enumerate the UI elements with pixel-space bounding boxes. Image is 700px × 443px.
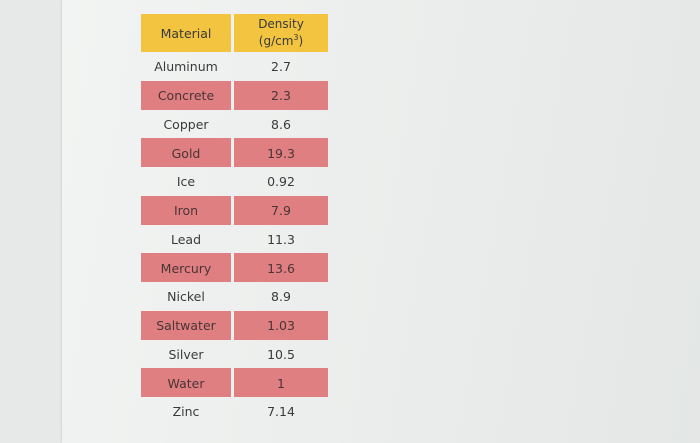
density-cell: 10.5 [267, 346, 295, 362]
material-cell: Iron [141, 195, 231, 225]
density-cell: 8.9 [271, 289, 291, 305]
table-row: Nickel 8.9 [141, 282, 328, 311]
density-unit-exponent: 3 [293, 33, 299, 42]
table-row: Iron 7.9 [141, 195, 328, 225]
density-column-header: Density (g/cm3) [234, 14, 328, 52]
density-table: Material Density (g/cm3) Aluminum 2.7 Co… [141, 14, 328, 426]
density-cell: 13.6 [234, 253, 328, 282]
table-row: Lead 11.3 [141, 225, 328, 254]
table-row: Ice 0.92 [141, 167, 328, 196]
table-row: Zinc 7.14 [141, 397, 328, 426]
material-column-header: Material [141, 14, 231, 52]
material-cell: Copper [163, 116, 209, 132]
density-cell: 2.7 [271, 59, 291, 75]
table-row: Saltwater 1.03 [141, 310, 328, 340]
table-row: Mercury 13.6 [141, 253, 328, 282]
density-cell: 1.03 [234, 310, 328, 340]
material-cell: Mercury [141, 253, 231, 282]
material-cell: Water [141, 368, 231, 397]
material-cell: Zinc [172, 404, 200, 420]
density-cell: 2.3 [234, 80, 328, 110]
material-cell: Saltwater [141, 310, 231, 340]
table-row: Copper 8.6 [141, 110, 328, 139]
table-row: Water 1 [141, 368, 328, 397]
table-header-row: Material Density (g/cm3) [141, 14, 328, 52]
table-row: Silver 10.5 [141, 340, 328, 369]
density-cell: 1 [234, 368, 328, 397]
material-cell: Concrete [141, 80, 231, 110]
table-row: Concrete 2.3 [141, 80, 328, 110]
table-body: Aluminum 2.7 Concrete 2.3 Copper 8.6 Gol… [141, 52, 328, 426]
table-row: Gold 19.3 [141, 138, 328, 167]
material-cell: Gold [141, 138, 231, 167]
density-header-unit: (g/cm3) [234, 33, 328, 50]
density-cell: 8.6 [271, 116, 291, 132]
density-cell: 11.3 [267, 231, 295, 247]
density-header-label: Density [258, 17, 304, 31]
density-cell: 19.3 [234, 138, 328, 167]
material-cell: Ice [176, 174, 196, 190]
material-cell: Lead [170, 231, 202, 247]
material-cell: Nickel [167, 289, 205, 305]
document-page: Material Density (g/cm3) Aluminum 2.7 Co… [62, 0, 700, 443]
material-cell: Aluminum [154, 59, 218, 75]
density-unit-suffix: ) [298, 34, 304, 48]
density-cell: 7.9 [234, 195, 328, 225]
density-cell: 0.92 [267, 174, 295, 190]
material-cell: Silver [168, 346, 204, 362]
table-row: Aluminum 2.7 [141, 52, 328, 81]
density-unit-prefix: (g/cm [258, 34, 294, 48]
density-cell: 7.14 [267, 404, 295, 420]
